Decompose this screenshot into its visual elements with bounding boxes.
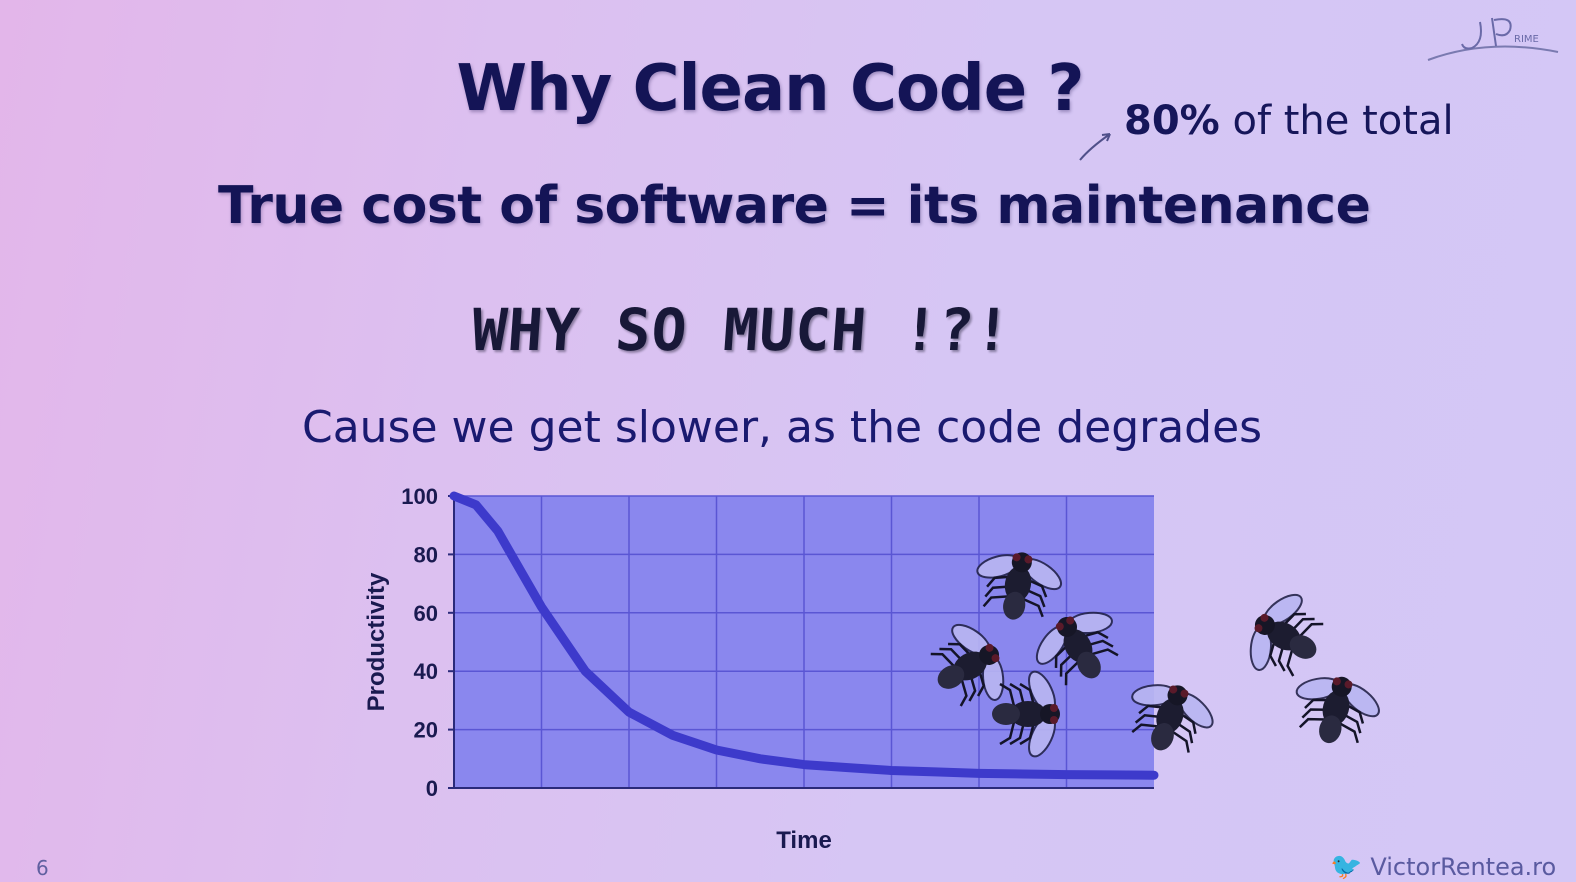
exclaim-heading: WHY SO MUCH !?! xyxy=(469,296,1014,364)
footer-credit: 🐦 VictorRentea.ro xyxy=(1330,852,1556,882)
cause-text: Cause we get slower, as the code degrade… xyxy=(302,402,1263,453)
y-tick-label: 80 xyxy=(414,542,438,567)
y-tick-label: 40 xyxy=(414,659,438,684)
cost-statement: True cost of software = its maintenance xyxy=(218,176,1371,236)
y-tick-label: 20 xyxy=(414,718,438,743)
fly-icon xyxy=(930,623,1005,707)
chart-axes xyxy=(453,496,1154,789)
y-tick-labels: 0 20 40 60 80 100 xyxy=(401,484,454,801)
y-tick-label: 60 xyxy=(414,601,438,626)
note-arrow-icon xyxy=(1079,133,1111,161)
note-text: of the total xyxy=(1232,98,1454,144)
y-tick-label: 0 xyxy=(426,776,438,801)
x-axis-label: Time xyxy=(776,827,832,854)
slide-title: Why Clean Code ? xyxy=(456,52,1084,126)
slide-number: 6 xyxy=(36,856,49,880)
series-layer xyxy=(449,491,1159,780)
fly-icon xyxy=(976,552,1063,620)
fly-icon xyxy=(1249,593,1324,677)
fly-icon xyxy=(1295,676,1380,744)
y-axis-label: Productivity xyxy=(363,572,390,711)
fly-icon xyxy=(1035,611,1119,686)
twitter-bird-icon: 🐦 xyxy=(1330,852,1363,882)
fly-icon xyxy=(992,670,1060,758)
jprime-logo: RIME xyxy=(1427,17,1559,61)
flies-illustration xyxy=(930,552,1380,758)
annotation-note: 80% of the total xyxy=(1124,98,1454,144)
svg-text:RIME: RIME xyxy=(1514,34,1539,45)
fly-icon xyxy=(1131,684,1214,753)
productivity-chart: 0 20 40 60 80 100 Time Productivity xyxy=(363,484,1380,854)
footer-text: VictorRentea.ro xyxy=(1370,853,1557,881)
note-percent: 80% xyxy=(1124,98,1220,144)
y-tick-label: 100 xyxy=(401,484,438,509)
